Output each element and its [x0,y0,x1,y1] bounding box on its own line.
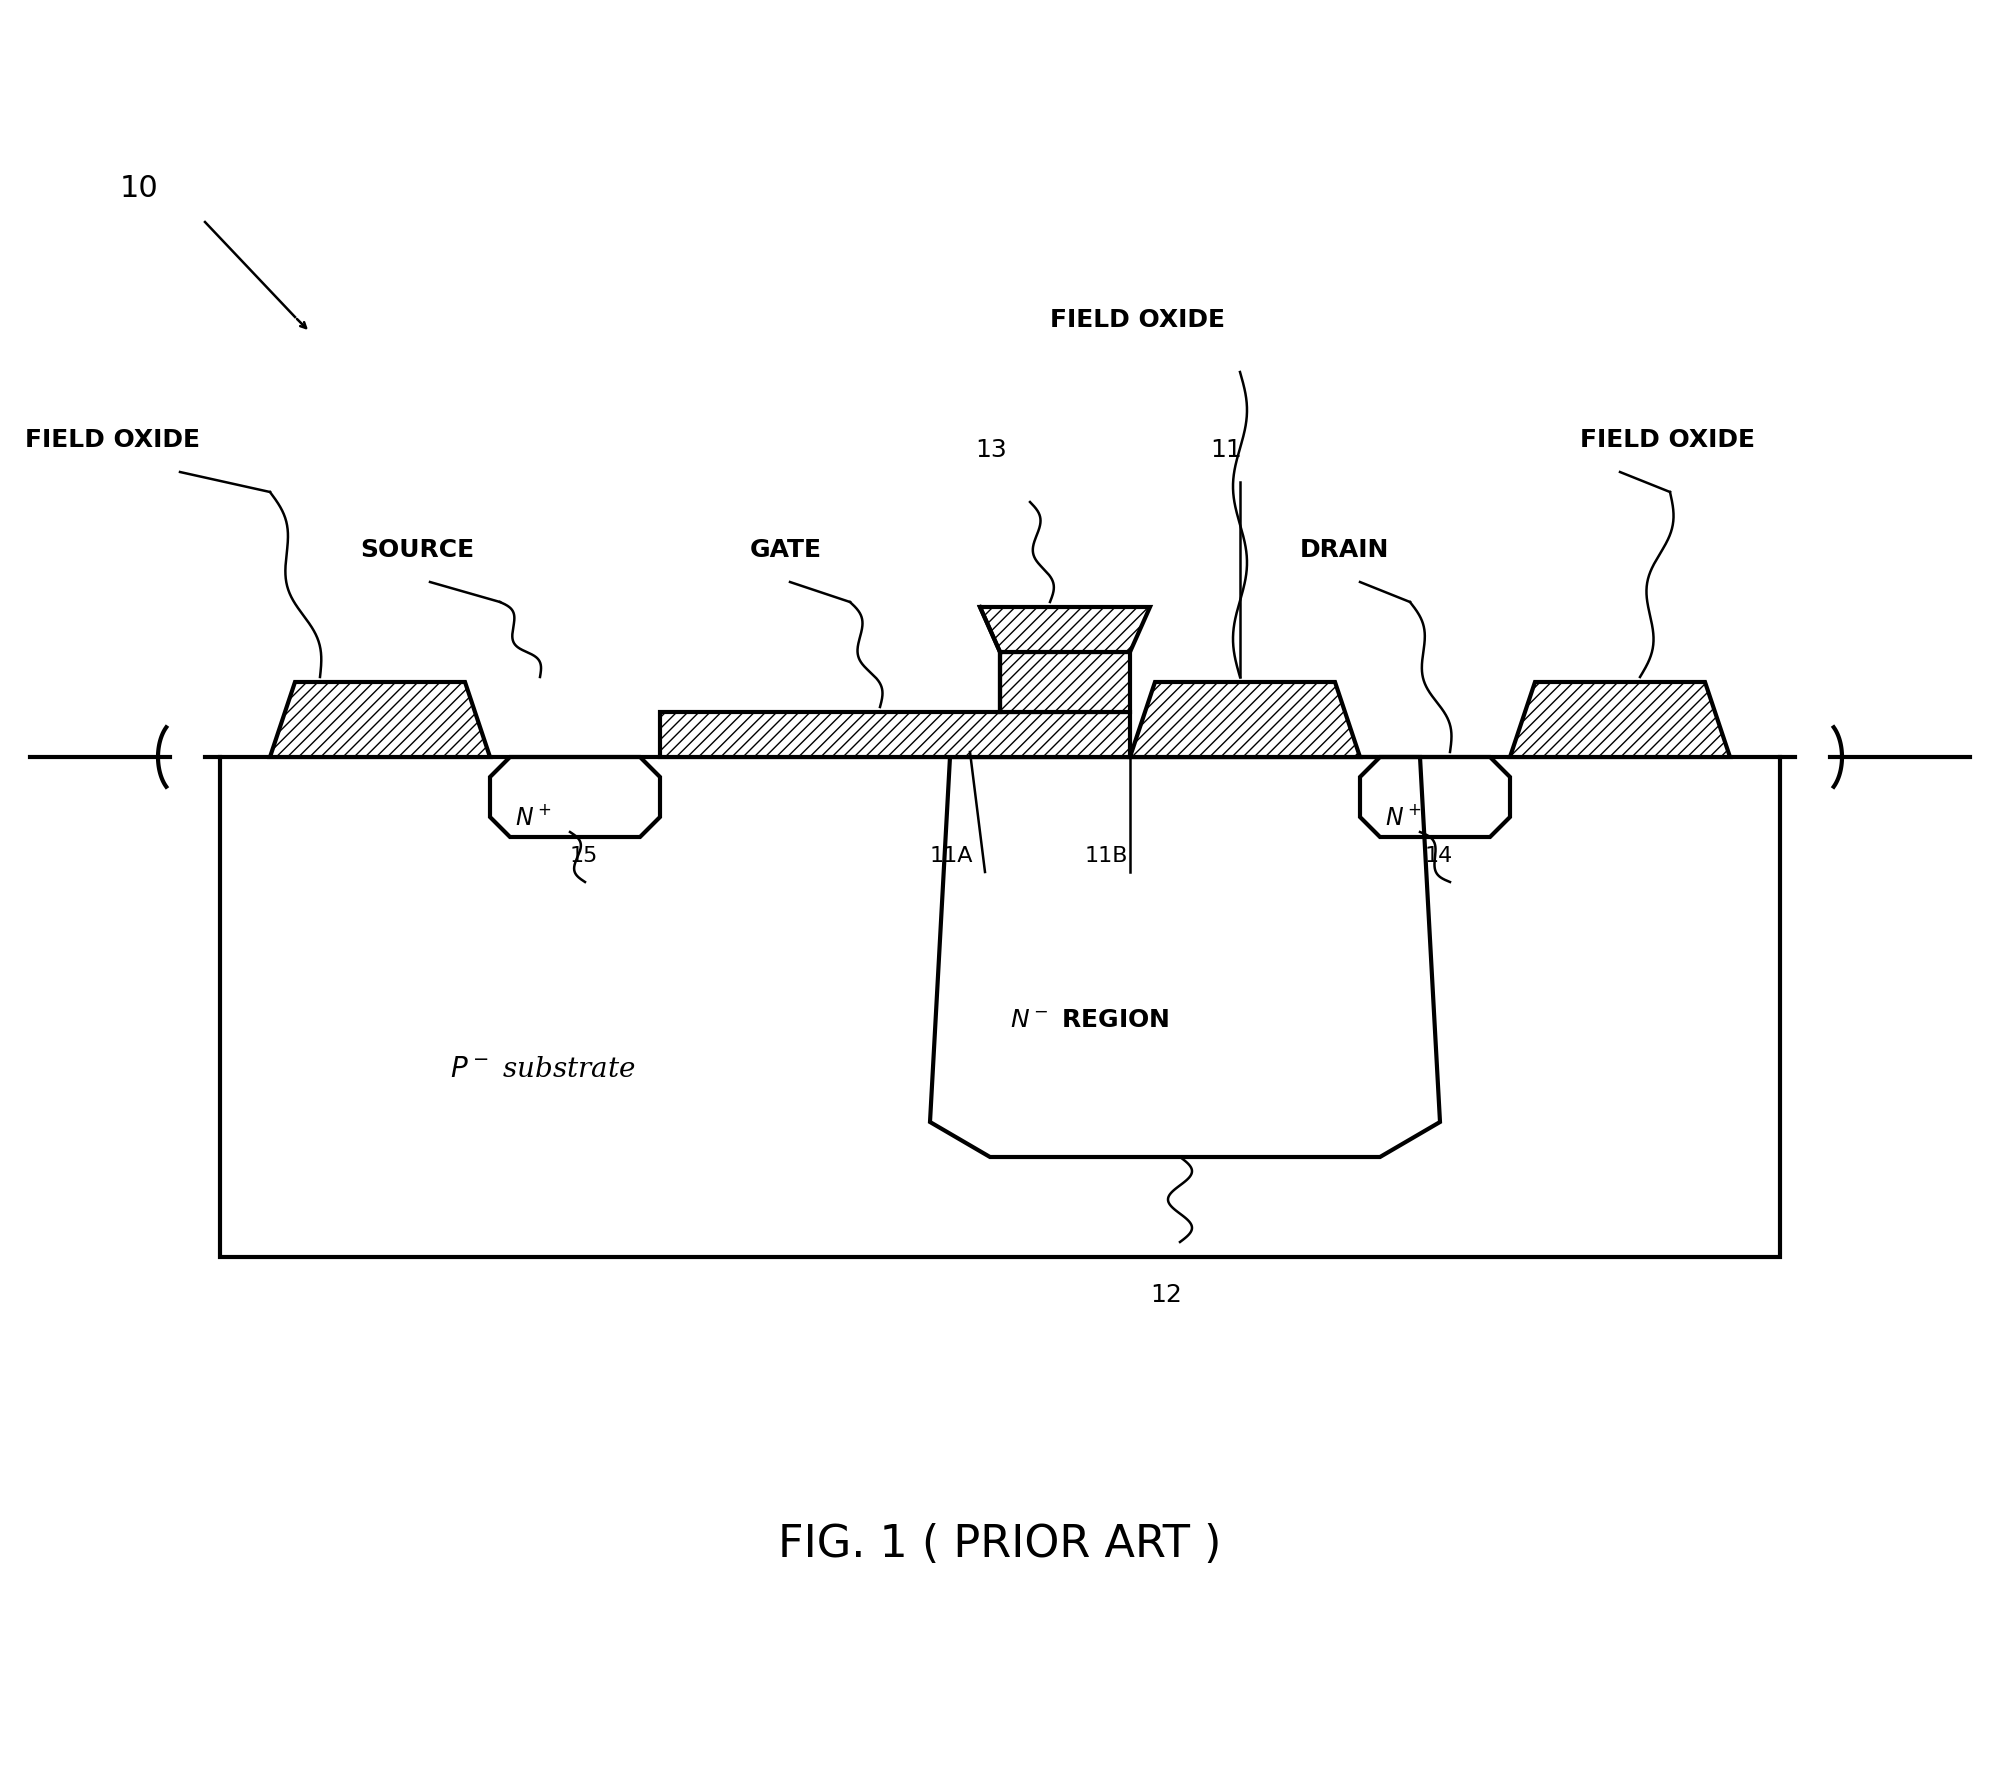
Polygon shape [270,682,490,757]
Text: $\mathit{P^-}$ substrate: $\mathit{P^-}$ substrate [450,1056,636,1082]
Text: GATE: GATE [750,538,822,562]
Polygon shape [1510,682,1730,757]
Text: FIELD OXIDE: FIELD OXIDE [1050,307,1224,332]
Text: 11: 11 [1210,437,1242,462]
Text: 12: 12 [1150,1283,1182,1308]
Text: FIELD OXIDE: FIELD OXIDE [1580,428,1756,451]
Polygon shape [980,608,1150,652]
Text: 13: 13 [976,437,1006,462]
Text: 11B: 11B [1084,846,1128,865]
Text: 11A: 11A [930,846,974,865]
Text: $N^+$: $N^+$ [516,805,552,830]
Text: SOURCE: SOURCE [360,538,474,562]
Text: FIELD OXIDE: FIELD OXIDE [24,428,200,451]
Text: $N^+$: $N^+$ [1384,805,1422,830]
Text: 15: 15 [570,846,598,865]
Text: FIG. 1 ( PRIOR ART ): FIG. 1 ( PRIOR ART ) [778,1523,1222,1566]
Polygon shape [1000,652,1130,713]
Text: DRAIN: DRAIN [1300,538,1390,562]
Polygon shape [660,713,1130,757]
Polygon shape [1130,682,1360,757]
Text: 14: 14 [1424,846,1454,865]
Text: 10: 10 [120,174,158,203]
Text: $N^-$ REGION: $N^-$ REGION [1010,1008,1170,1032]
